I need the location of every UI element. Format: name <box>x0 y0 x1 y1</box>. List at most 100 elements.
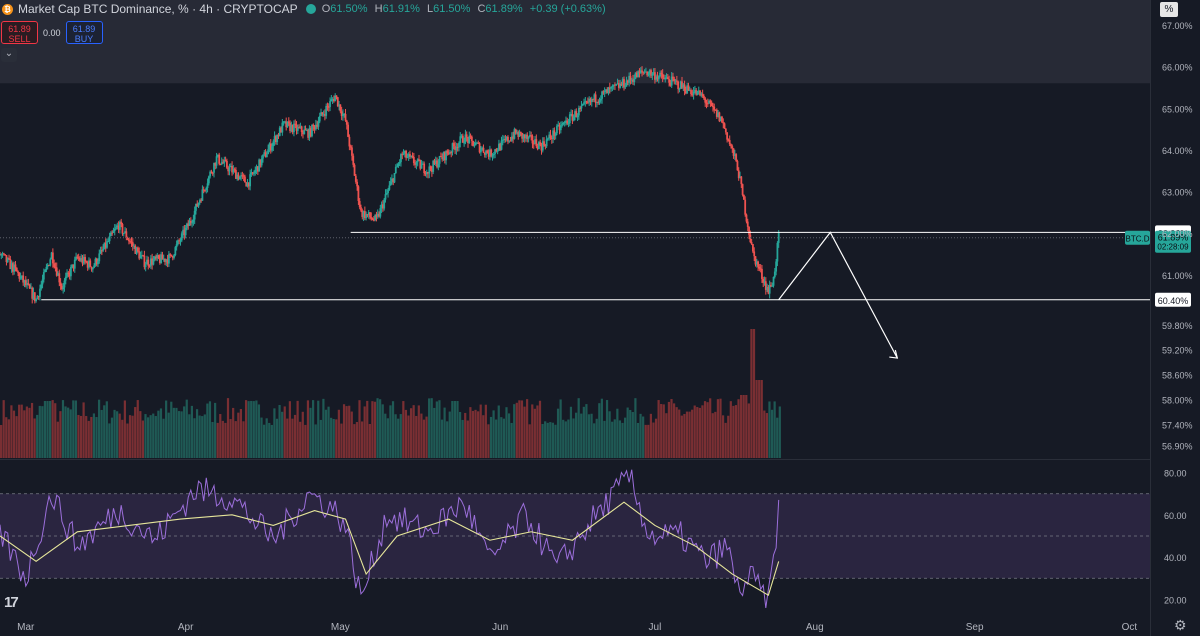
candle-body <box>450 152 453 154</box>
volume-bar <box>593 423 596 458</box>
volume-bar <box>616 408 619 458</box>
candle-body <box>39 288 41 297</box>
candle-body <box>157 255 160 259</box>
volume-bar <box>520 400 524 458</box>
candle-body <box>766 287 768 290</box>
candle-body <box>494 149 496 154</box>
percent-scale-button[interactable]: % <box>1160 2 1178 17</box>
candle-body <box>687 85 690 91</box>
volume-bar <box>260 417 263 458</box>
candle-body <box>678 88 681 90</box>
close-value: 61.89% <box>485 3 523 15</box>
volume-bar <box>556 408 560 458</box>
interval-label[interactable]: 4h <box>199 2 213 16</box>
candle-body <box>367 212 370 216</box>
candle-body <box>162 258 165 260</box>
candle-body <box>459 136 462 143</box>
volume-bar <box>647 424 650 458</box>
low-value: 61.50% <box>433 3 471 15</box>
candle-body <box>340 111 343 116</box>
volume-bar <box>513 404 516 458</box>
volume-bar <box>149 415 152 458</box>
candle-body <box>596 101 598 103</box>
sell-button[interactable]: 61.89 SELL <box>1 21 38 44</box>
volume-bar <box>79 415 83 458</box>
buy-button[interactable]: 61.89 BUY <box>65 21 103 44</box>
candle-body <box>100 250 103 252</box>
candle-body <box>536 146 539 150</box>
symbol-title[interactable]: Market Cap BTC Dominance, % <box>18 2 189 16</box>
candle-body <box>412 156 415 164</box>
volume-bar <box>760 380 763 458</box>
candle-body <box>745 214 748 222</box>
candle-body <box>456 146 459 148</box>
candle-body <box>99 250 102 254</box>
volume-bar <box>118 413 121 458</box>
candle-body <box>210 171 213 173</box>
volume-bar <box>250 400 253 458</box>
candle-body <box>64 276 67 281</box>
candle-body <box>528 135 531 137</box>
candle-body <box>375 214 378 217</box>
volume-bar <box>742 395 745 458</box>
candle-body <box>72 264 75 269</box>
candle-body <box>572 116 575 121</box>
volume-bar <box>438 400 441 458</box>
volume-bar <box>229 419 232 458</box>
candle-body <box>719 116 722 122</box>
collapse-legend-button[interactable]: ⌄ <box>1 48 17 62</box>
candle-body <box>757 261 759 267</box>
candle-body <box>308 128 311 138</box>
volume-bar <box>379 399 382 458</box>
volume-bar <box>701 405 704 458</box>
volume-bar <box>208 401 212 458</box>
tradingview-logo[interactable]: 17 <box>4 594 19 611</box>
volume-bar <box>43 401 47 458</box>
volume-bar <box>203 414 206 458</box>
volume-bar <box>293 414 297 458</box>
candle-body <box>672 76 674 79</box>
volume-bar <box>482 415 485 458</box>
candle-body <box>286 121 289 128</box>
candle-body <box>592 98 594 100</box>
rsi-axis-tick: 40.00 <box>1164 553 1187 563</box>
volume-bar <box>399 414 402 458</box>
candle-body <box>148 265 151 267</box>
candle-body <box>407 154 410 157</box>
price-axis-tick: 58.00% <box>1162 396 1193 406</box>
candle-body <box>253 173 255 175</box>
candle-body <box>620 83 623 86</box>
volume-bar <box>670 399 673 458</box>
level-price-tag <box>1155 292 1191 307</box>
volume-bar <box>649 413 652 458</box>
volume-bar <box>116 411 119 458</box>
volume-bar <box>734 405 738 458</box>
candle-body <box>436 160 438 168</box>
price-axis-tick: 66.00% <box>1162 63 1193 73</box>
candle-body <box>593 94 596 100</box>
volume-bar <box>489 416 493 458</box>
candle-body <box>748 226 750 235</box>
volume-bar <box>108 423 111 458</box>
volume-bar <box>59 411 62 458</box>
candle-body <box>358 200 361 208</box>
candle-body <box>478 143 481 153</box>
candle-body <box>715 109 718 117</box>
candle-body <box>396 166 398 168</box>
candle-body <box>81 258 84 264</box>
candle-body <box>237 174 240 180</box>
volume-bar <box>162 418 165 458</box>
volume-bar <box>154 416 157 458</box>
candle-body <box>124 231 126 234</box>
volume-bar <box>33 418 36 458</box>
candle-body <box>49 259 52 266</box>
candle-body <box>88 260 90 268</box>
candle-body <box>686 85 689 94</box>
candle-body <box>317 121 320 127</box>
candle-body <box>556 125 558 134</box>
candle-body <box>289 122 291 132</box>
time-axis-label: Sep <box>966 622 984 633</box>
volume-bar <box>631 412 634 458</box>
settings-gear-icon[interactable]: ⚙ <box>1174 617 1187 633</box>
